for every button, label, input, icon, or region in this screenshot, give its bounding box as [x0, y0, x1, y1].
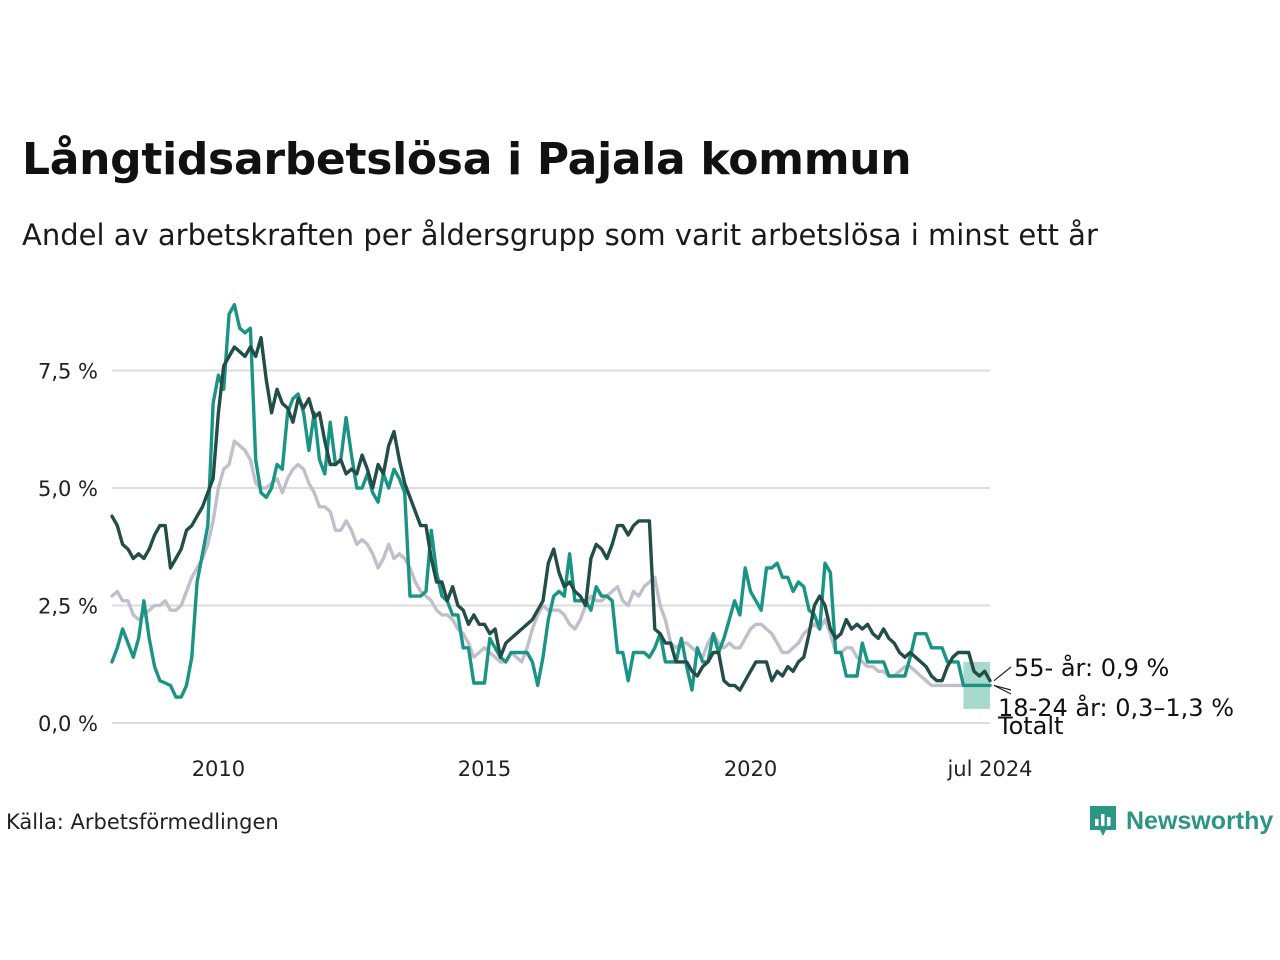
x-tick-label-0: 2010	[192, 757, 245, 781]
leader-line-2	[993, 684, 1012, 695]
series-line-2	[110, 335, 992, 692]
series	[110, 303, 992, 699]
newsworthy-icon	[1090, 806, 1116, 836]
newsworthy-logo[interactable]: Newsworthy	[1088, 804, 1273, 838]
source-note: Källa: Arbetsförmedlingen	[6, 810, 279, 834]
y-tick-label-3: 7,5 %	[38, 360, 98, 384]
series-line-0	[110, 439, 992, 688]
y-tick-label-1: 2,5 %	[38, 595, 98, 619]
y-tick-label-0: 0,0 %	[38, 712, 98, 736]
chart-title: Långtidsarbetslösa i Pajala kommun	[22, 134, 912, 185]
grid: 0,0 % 2,5 % 5,0 % 7,5 % 2010 2015 2020 jul 2024	[38, 360, 1033, 782]
series-label-2: Totalt	[997, 712, 1063, 740]
chart-subtitle: Andel av arbetskraften per åldersgrupp s…	[22, 218, 1098, 252]
series-line-1	[110, 303, 992, 699]
x-tick-label-3: jul 2024	[946, 757, 1032, 781]
series-labels: 55- år: 0,9 % 18-24 år: 0,3–1,3 %Totalt	[993, 653, 1234, 740]
x-tick-label-1: 2015	[458, 757, 511, 781]
brand-name: Newsworthy	[1126, 806, 1274, 835]
series-label-1: 18-24 år: 0,3–1,3 %	[998, 693, 1234, 722]
series-label-0: 55- år: 0,9 %	[1014, 653, 1169, 682]
y-tick-label-2: 5,0 %	[38, 477, 98, 501]
x-tick-label-2: 2020	[724, 757, 777, 781]
leader-line-0	[993, 666, 1012, 682]
